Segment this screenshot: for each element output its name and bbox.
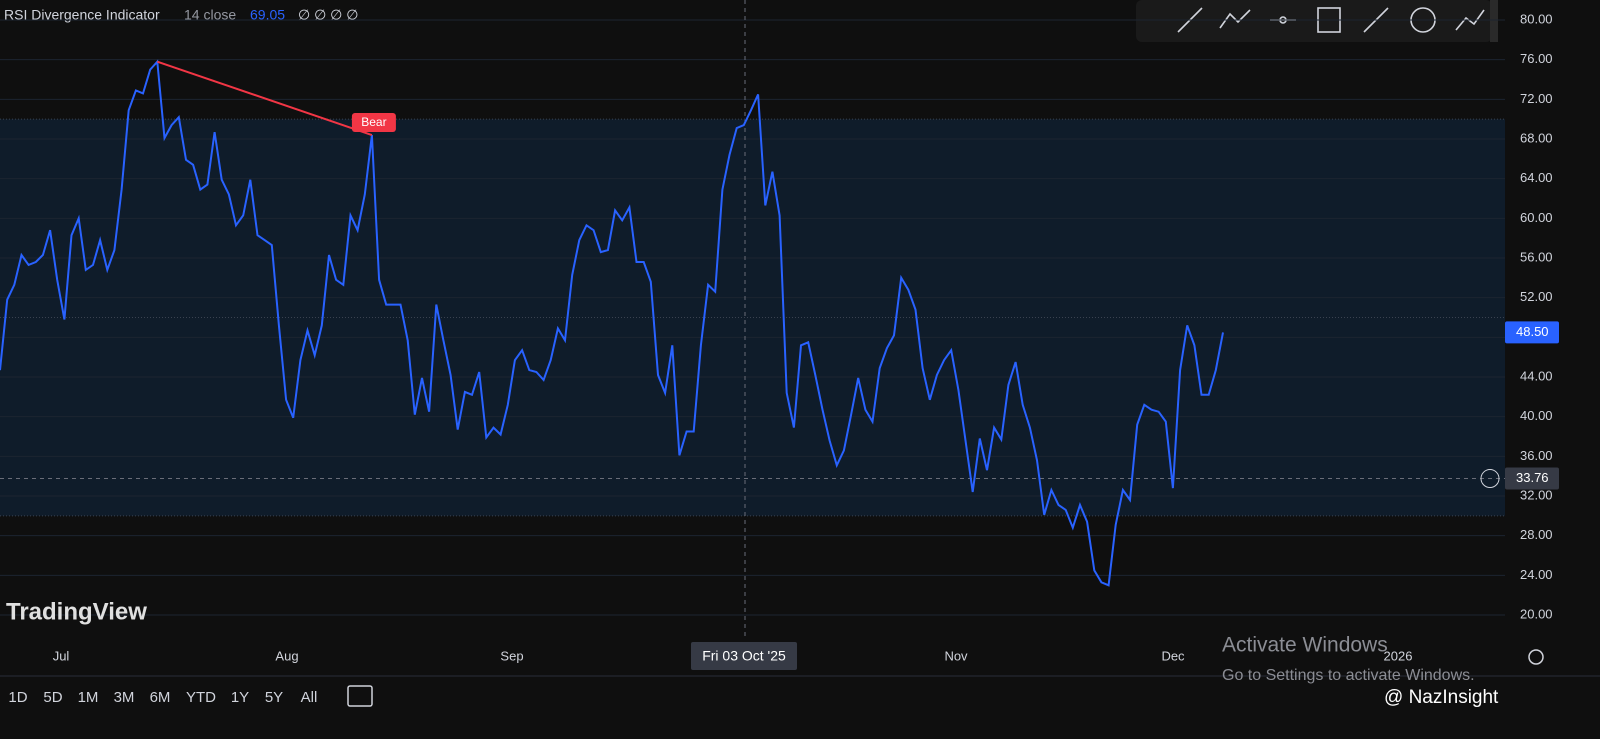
x-tick-label: Aug (275, 648, 298, 663)
y-tick-label: 40.00 (1520, 408, 1553, 423)
y-tick-label: 64.00 (1520, 170, 1553, 185)
last-value-label: 48.50 (1516, 324, 1549, 339)
range-button[interactable]: 1M (78, 689, 99, 706)
toolbar-bg (1136, 0, 1492, 42)
y-tick-label: 20.00 (1520, 606, 1553, 621)
date-range-icon[interactable] (347, 685, 373, 707)
crosshair-date-label: Fri 03 Oct '25 (702, 648, 786, 664)
last-value-tag (1505, 321, 1559, 344)
indicator-title: RSI Divergence Indicator (4, 7, 160, 23)
x-tick-label: Nov (944, 648, 968, 663)
divergence-line (157, 60, 373, 136)
y-tick-label: 80.00 (1520, 11, 1553, 26)
y-tick-label: 76.00 (1520, 51, 1553, 66)
y-tick-label: 52.00 (1520, 289, 1553, 304)
tool-pattern[interactable] (1455, 9, 1485, 31)
range-button[interactable]: 5Y (265, 689, 283, 706)
credit: @ NazInsight (1384, 687, 1499, 708)
activate-title: Activate Windows (1222, 634, 1388, 657)
y-tick-label: 56.00 (1520, 249, 1553, 264)
crosshair-add[interactable] (1480, 469, 1500, 489)
drawing-toolbar (1136, 0, 1492, 42)
range-button[interactable]: 1D (8, 689, 27, 706)
indicator-value: 69.05 (250, 7, 285, 23)
range-button[interactable]: 3M (114, 689, 135, 706)
x-tick-label: Jul (53, 648, 70, 663)
x-tick-label: Sep (500, 648, 523, 663)
crosshair-tag (1505, 467, 1559, 490)
settings-icon[interactable] (1528, 649, 1544, 665)
indicator-flags: ∅ ∅ ∅ ∅ (298, 7, 358, 23)
tool-path[interactable] (1219, 9, 1251, 29)
y-tick-label: 72.00 (1520, 91, 1553, 106)
x-tick-label: Dec (1161, 648, 1185, 663)
range-button[interactable]: 1Y (231, 689, 249, 706)
y-tick-label: 32.00 (1520, 487, 1553, 502)
indicator-params: 14 close (184, 7, 236, 23)
crosshair-value-label: 33.76 (1516, 470, 1549, 485)
rsi-line (0, 59, 1224, 587)
x-tick-label: 2026 (1384, 648, 1413, 663)
y-tick-label: 28.00 (1520, 527, 1553, 542)
y-tick-label: 24.00 (1520, 567, 1553, 582)
watermark: TradingView (6, 598, 147, 625)
toolbar-scroll (1490, 0, 1498, 42)
range-button[interactable]: 5D (43, 689, 62, 706)
range-button[interactable]: 6M (150, 689, 171, 706)
range-button[interactable]: YTD (186, 689, 216, 706)
divergence-label: Bear (361, 115, 386, 129)
divergence-tag (351, 113, 396, 133)
crosshair-date-tag (691, 642, 797, 670)
y-tick-label: 36.00 (1520, 448, 1553, 463)
y-tick-label: 44.00 (1520, 368, 1553, 383)
y-tick-label: 60.00 (1520, 210, 1553, 225)
y-tick-label: 68.00 (1520, 130, 1553, 145)
range-button[interactable]: All (301, 689, 318, 706)
activate-text: Go to Settings to activate Windows. (1222, 667, 1475, 684)
